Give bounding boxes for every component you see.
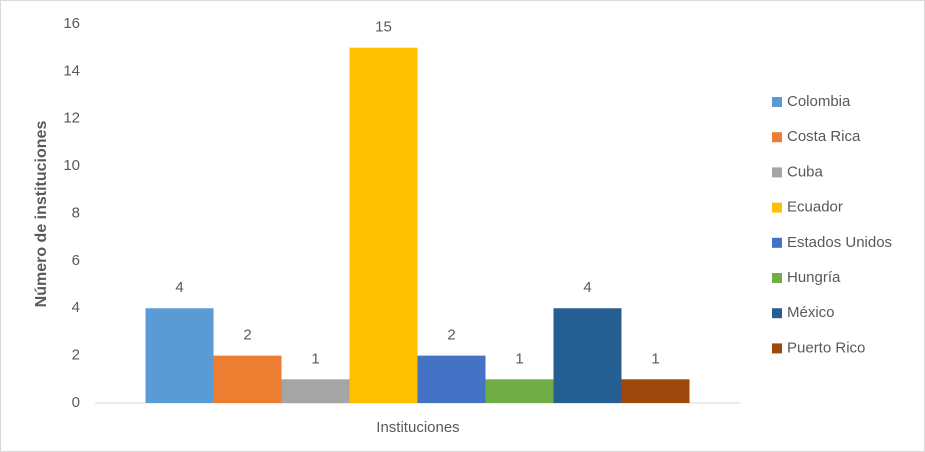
y-tick-label: 10 — [63, 157, 80, 174]
x-axis-label: Instituciones — [376, 419, 459, 436]
legend-label: Estados Unidos — [787, 234, 892, 251]
bar — [145, 308, 214, 403]
y-tick-label: 2 — [72, 347, 80, 364]
legend-swatch — [772, 167, 782, 178]
legend-swatch — [772, 237, 782, 248]
y-tick-label: 6 — [72, 252, 80, 269]
bar — [417, 355, 486, 403]
data-label: 1 — [311, 350, 319, 367]
legend-label: Costa Rica — [787, 128, 861, 145]
y-tick-label: 12 — [63, 110, 80, 127]
legend-label: Hungría — [787, 269, 841, 286]
y-tick-label: 4 — [72, 299, 80, 316]
legend-swatch — [772, 308, 782, 319]
bar — [281, 379, 350, 403]
legend-label: Cuba — [787, 163, 824, 180]
data-label: 4 — [583, 279, 591, 296]
data-label: 4 — [175, 279, 183, 296]
y-tick-label: 0 — [72, 394, 80, 411]
data-label: 1 — [651, 350, 659, 367]
y-tick-label: 8 — [72, 204, 80, 221]
y-tick-label: 14 — [63, 62, 80, 79]
legend-label: Ecuador — [787, 199, 843, 216]
legend-label: Colombia — [787, 93, 851, 110]
legend-swatch — [772, 343, 782, 354]
bar — [349, 47, 418, 403]
legend-swatch — [772, 273, 782, 283]
data-label: 2 — [447, 327, 455, 344]
y-tick-label: 16 — [63, 15, 80, 32]
data-label: 1 — [515, 350, 523, 367]
bar — [213, 355, 282, 403]
data-label: 2 — [243, 327, 251, 344]
legend-swatch — [772, 132, 782, 143]
bar — [553, 308, 622, 403]
legend-swatch — [772, 202, 782, 213]
legend-swatch — [772, 97, 782, 107]
legend-label: México — [787, 304, 835, 321]
legend-label: Puerto Rico — [787, 339, 865, 356]
y-axis-label: Número de instituciones — [33, 121, 50, 308]
bar — [485, 379, 554, 403]
data-label: 15 — [375, 19, 392, 36]
bar — [621, 379, 690, 403]
